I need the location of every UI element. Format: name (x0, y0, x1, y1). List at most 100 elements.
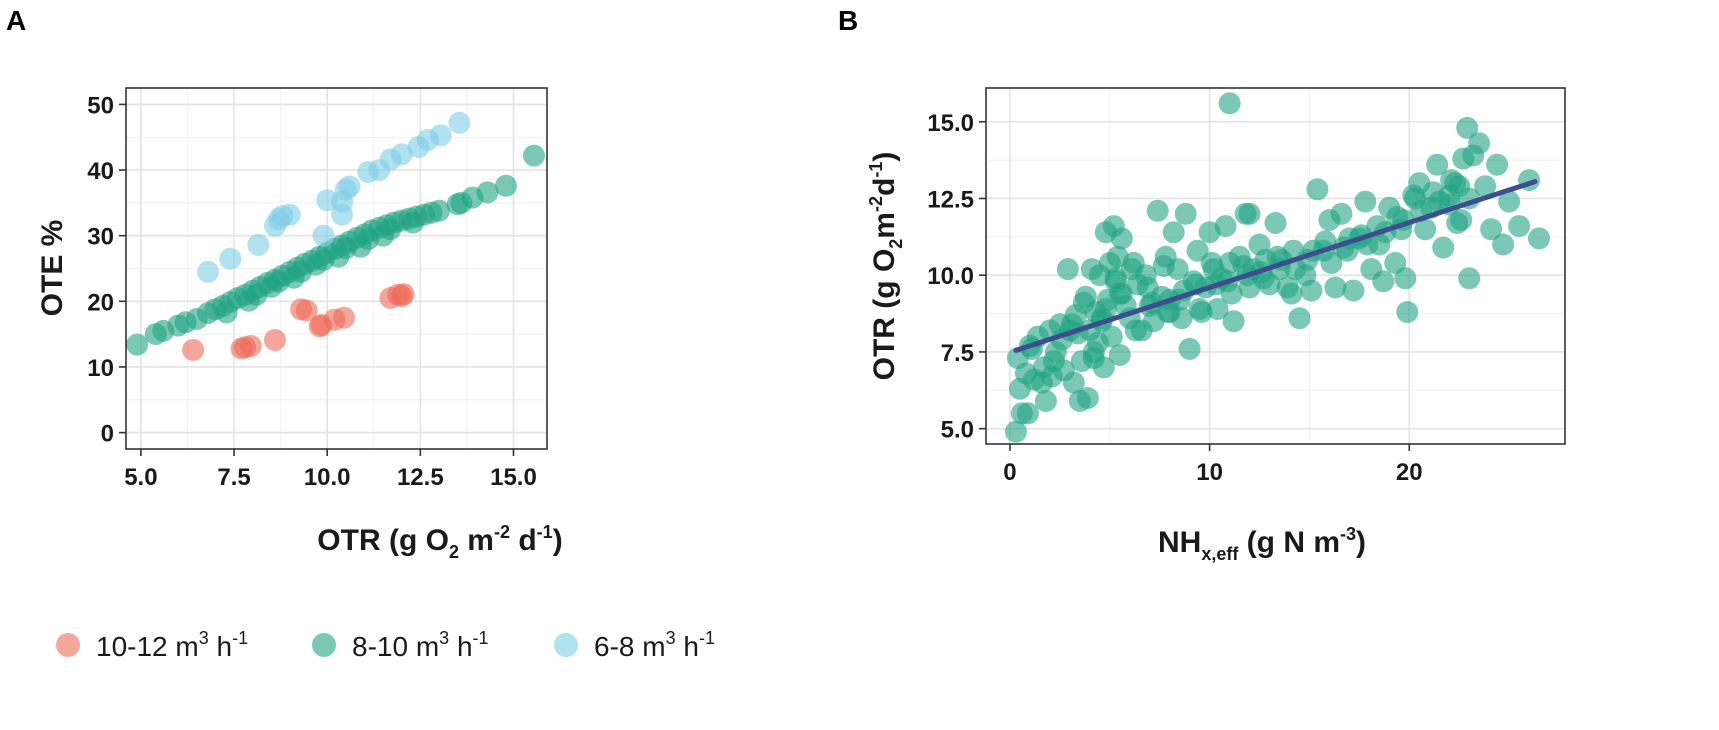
panel-b-point (1368, 233, 1391, 256)
panel-a-point (197, 260, 219, 283)
panel-b-point (1486, 153, 1509, 176)
panel-a-x-tick-label: 7.5 (217, 464, 250, 491)
panel-b-point (1218, 92, 1241, 115)
panel-a-x-axis-title: OTR (g O2 m-2 d-1) (317, 522, 562, 562)
legend-label-6-8: 6-8 m3 h-1 (594, 628, 715, 662)
panel-b-point (1152, 255, 1175, 277)
legend-swatch-8-10 (312, 633, 336, 657)
panel-a-ticks: 5.0 7.5 10.0 12.5 15.0 0 10 20 30 40 50 (87, 92, 537, 491)
panel-b-point (1306, 178, 1329, 201)
panel-b-point (1016, 402, 1039, 425)
panel-b-y-tick-label: 5.0 (941, 417, 974, 444)
panel-a-point (390, 143, 413, 166)
legend-item-10-12: 10-12 m3 h-1 (56, 628, 248, 662)
panel-a-point (215, 301, 238, 324)
panel-a-point (401, 211, 424, 234)
panel-b-point (1492, 233, 1515, 256)
panel-b-point (1082, 347, 1105, 370)
panel-a-y-tick-label: 10 (87, 355, 114, 382)
panel-b-ticks: 0 10 20 5.0 7.5 10.0 12.5 15.0 (927, 110, 1422, 486)
panel-b-frame (985, 87, 1566, 445)
panel-b-point (1422, 181, 1445, 204)
panel-b-point (1238, 202, 1261, 225)
panel-b-x-axis-title: NHx,eff (g N m-3) (1158, 524, 1366, 564)
panel-a-point (247, 233, 270, 256)
panel-a-point (312, 224, 335, 247)
panel-b-point (1330, 202, 1353, 225)
panel-b-y-axis-title: OTR (g O2m-2d-1) (866, 152, 906, 381)
panel-b-point (1452, 147, 1475, 170)
panel-b-letter: B (838, 5, 858, 36)
panel-b-point (1528, 227, 1550, 250)
panel-a-point (334, 237, 357, 260)
panel-b-point (1162, 221, 1185, 244)
panel-a-point (448, 111, 471, 134)
panel-a-point (338, 175, 361, 198)
panel-a-point (219, 247, 242, 270)
panel-b-point (1004, 420, 1027, 443)
panel-b-point (1100, 325, 1123, 348)
panel-b-point (1404, 187, 1427, 210)
legend-item-8-10: 8-10 m3 h-1 (312, 628, 489, 662)
panel-a-point (312, 249, 335, 271)
panel-b-point (1110, 227, 1133, 250)
panel-a-point (295, 299, 318, 322)
panel-b-point (1214, 215, 1237, 238)
panel-a-x-tick-label: 15.0 (490, 464, 537, 491)
panel-b-point (1458, 267, 1481, 290)
panel-b-point (1426, 153, 1449, 176)
panel-a-point (245, 283, 268, 306)
panel-b-trend-line (1013, 179, 1538, 353)
panel-b-x-tick-label: 20 (1396, 459, 1423, 486)
panel-a-point (290, 260, 313, 283)
panel-a-frame (125, 87, 548, 450)
panel-b-point (1468, 132, 1491, 155)
panel-a-point (357, 228, 380, 250)
panel-a-y-tick-label: 20 (87, 289, 114, 316)
panel-b-point (1094, 298, 1117, 320)
panel-a-point (331, 203, 354, 226)
panel-b-point (1396, 301, 1419, 323)
panel-b-point (1264, 212, 1287, 234)
panel-b-point (1108, 344, 1131, 366)
panel-b-point (1076, 387, 1099, 409)
panel-b-point (1056, 258, 1079, 281)
panel-a-point (182, 338, 205, 361)
panel-a-point (476, 181, 499, 204)
panel-b-point (1456, 116, 1479, 139)
panel-b-y-tick-label: 10.0 (927, 263, 974, 290)
panel-a-y-axis-title: OTE % (36, 220, 69, 317)
panel-b: 0 10 20 5.0 7.5 10.0 12.5 15.0 OTR (g O2m-2d-1)… (866, 87, 1566, 564)
panel-a-point (267, 270, 290, 293)
panel-a-points (126, 111, 545, 361)
panel-a-point (126, 333, 149, 356)
panel-b-point (1158, 301, 1181, 323)
panel-b-point (1222, 310, 1245, 333)
panel-a-y-tick-label: 40 (87, 158, 114, 185)
panel-b-point (1200, 251, 1223, 274)
panel-a-point (333, 306, 355, 329)
panel-a-x-tick-label: 5.0 (124, 464, 157, 491)
panel-b-point (1120, 258, 1143, 281)
panel-b-point (1280, 282, 1303, 305)
panel-b-point (1394, 267, 1417, 290)
panel-b-point (1220, 282, 1243, 305)
panel-b-point (1372, 270, 1395, 293)
panel-b-point (1498, 190, 1521, 213)
panel-b-point (1508, 215, 1531, 238)
panel-b-y-tick-label: 7.5 (941, 340, 974, 367)
panel-a-point (429, 124, 452, 147)
panel-a-y-tick-label: 30 (87, 224, 114, 251)
panel-b-point (1446, 212, 1469, 234)
legend-swatch-10-12 (56, 633, 80, 657)
panel-b-point (1032, 356, 1055, 379)
panel-b-point (1174, 202, 1197, 225)
panel-b-y-tick-label: 12.5 (927, 186, 974, 213)
panel-b-point (1124, 319, 1147, 342)
panel-b-x-tick-label: 10 (1196, 459, 1223, 486)
panel-b-point (1324, 276, 1347, 299)
panel-b-point (1146, 199, 1169, 222)
panel-a-point (278, 203, 301, 226)
legend-swatch-6-8 (554, 633, 578, 657)
